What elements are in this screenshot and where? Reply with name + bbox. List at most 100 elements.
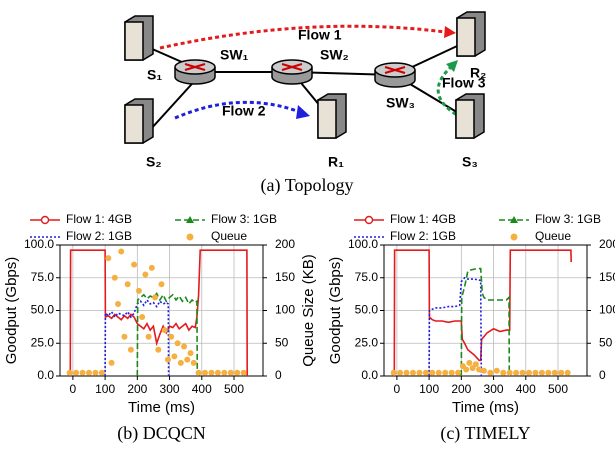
y-tick-label: 0.0 <box>361 368 378 382</box>
y2-tick-label: 50 <box>275 335 289 349</box>
queue-point <box>99 370 105 376</box>
x-tick-label: 200 <box>127 382 147 396</box>
queue-point <box>188 350 194 356</box>
queue-point <box>228 370 234 376</box>
series-line <box>70 250 247 376</box>
arrow-head <box>446 60 458 72</box>
legend-label: Flow 3: 1GB <box>535 212 601 226</box>
queue-point <box>159 281 165 287</box>
x-tick-label: 300 <box>484 382 504 396</box>
queue-point <box>526 370 532 376</box>
queue-point <box>67 370 73 376</box>
y-tick-label: 0.0 <box>37 368 54 382</box>
x-tick-label: 100 <box>419 382 439 396</box>
legend-label: Flow 1: 4GB <box>66 212 132 226</box>
y-tick-label: 50.0 <box>355 303 379 317</box>
queue-point <box>73 370 79 376</box>
y-tick-label: 25.0 <box>355 335 379 349</box>
queue-point <box>494 368 500 374</box>
caption: (b) DCQCN <box>117 423 206 444</box>
queue-point <box>149 265 155 271</box>
legend-label: Queue <box>211 229 247 243</box>
legend-marker <box>366 217 373 224</box>
y2-tick-label: 150 <box>275 270 295 284</box>
queue-point <box>552 370 558 376</box>
flow-label: Flow 1 <box>298 27 342 43</box>
y-tick-label: 75.0 <box>355 270 379 284</box>
queue-point <box>513 370 519 376</box>
queue-point <box>86 370 92 376</box>
queue-point <box>131 262 137 268</box>
node-label: S₁ <box>147 67 162 83</box>
queue-point <box>539 370 545 376</box>
y-axis-label: Goodput (Gbps) <box>3 257 20 365</box>
node-label: SW₃ <box>386 95 415 111</box>
legend-label: Flow 3: 1GB <box>211 212 277 226</box>
node-label: S₂ <box>146 154 162 170</box>
queue-point <box>191 360 197 366</box>
queue-point <box>397 370 403 376</box>
queue-point <box>208 370 214 376</box>
legend-symbol <box>187 234 194 241</box>
queue-point <box>139 314 145 320</box>
x-tick-label: 200 <box>451 382 471 396</box>
x-tick-label: 100 <box>95 382 115 396</box>
queue-point <box>442 370 448 376</box>
queue-point <box>181 344 187 350</box>
x-tick-label: 300 <box>160 382 180 396</box>
queue-point <box>391 370 397 376</box>
queue-point <box>487 370 493 376</box>
y-axis-label: Goodput (Gbps) <box>327 257 344 365</box>
flow-label: Flow 2 <box>222 103 266 119</box>
server-front <box>457 18 475 56</box>
y2-tick-label: 0 <box>275 368 282 382</box>
queue-point <box>162 327 168 333</box>
queue-point <box>404 370 410 376</box>
x-axis-label: Time (ms) <box>452 399 519 416</box>
queue-point <box>520 370 526 376</box>
caption: (a) Topology <box>261 175 354 196</box>
queue-point <box>202 370 208 376</box>
x-tick-label: 500 <box>224 382 244 396</box>
queue-point <box>429 370 435 376</box>
y-tick-label: 50.0 <box>31 303 55 317</box>
queue-point <box>410 370 416 376</box>
server-front <box>125 105 143 143</box>
y2-tick-label: 0 <box>599 368 606 382</box>
legend-label: Flow 2: 1GB <box>390 229 456 243</box>
queue-point <box>455 370 461 376</box>
legend-label: Queue <box>535 229 571 243</box>
legend-marker <box>42 217 49 224</box>
chart: 0.025.050.075.0100.005010015020001002003… <box>327 212 615 444</box>
flow-label: Flow 3 <box>442 75 486 91</box>
queue-point <box>215 370 221 376</box>
y-tick-label: 100.0 <box>24 237 54 251</box>
x-tick-label: 500 <box>548 382 568 396</box>
series-line <box>394 250 571 376</box>
queue-point <box>118 249 124 255</box>
series-line <box>461 269 509 376</box>
arrow-head <box>296 105 310 119</box>
queue-point <box>168 334 174 340</box>
server-front <box>318 100 336 138</box>
queue-point <box>105 255 111 261</box>
queue-point <box>221 370 227 376</box>
queue-point <box>449 370 455 376</box>
x-tick-label: 400 <box>516 382 536 396</box>
node-label: R₁ <box>328 154 344 170</box>
y2-tick-label: 50 <box>599 335 613 349</box>
queue-point <box>109 360 115 366</box>
x-tick-label: 0 <box>394 382 401 396</box>
legend-label: Flow 1: 4GB <box>390 212 456 226</box>
queue-point <box>565 370 571 376</box>
y2-tick-label: 200 <box>599 237 615 251</box>
y-tick-label: 25.0 <box>31 335 55 349</box>
node-label: SW₁ <box>220 47 249 63</box>
legend-label: Flow 2: 1GB <box>66 229 132 243</box>
y2-tick-label: 150 <box>599 270 615 284</box>
queue-point <box>196 370 202 376</box>
y2-tick-label: 100 <box>599 303 615 317</box>
topology: S₁ SW₁ SW₂ SW₃ S₂ R₁ R₂ S₃ Flow 1 Flow 2… <box>125 12 486 196</box>
y2-axis-label: Queue Size (KB) <box>300 254 317 367</box>
y2-tick-label: 200 <box>275 237 295 251</box>
